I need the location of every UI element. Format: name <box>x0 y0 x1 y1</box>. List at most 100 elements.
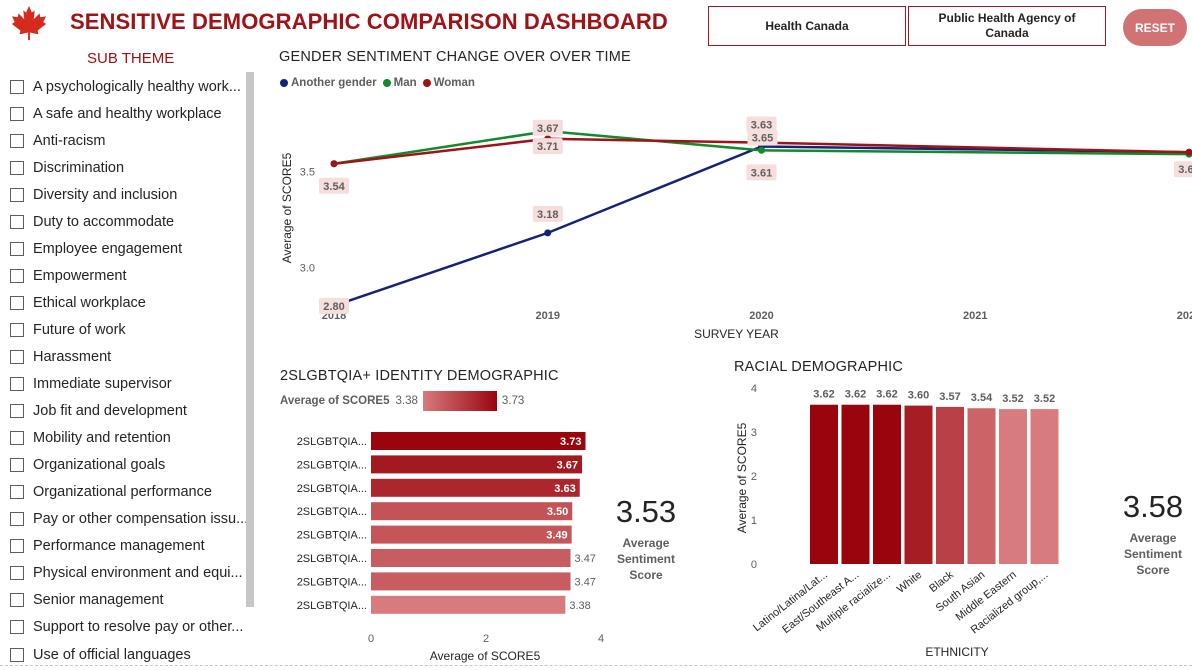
lgbt-gradient-legend: Average of SCORE5 3.38 3.73 <box>280 391 524 411</box>
data-label: 3.54 <box>323 181 345 193</box>
x-axis-title: SURVEY YEAR <box>694 327 779 341</box>
bar-value-label: 3.62 <box>876 389 897 401</box>
health-canada-button[interactable]: Health Canada <box>708 6 906 46</box>
checkbox-icon[interactable] <box>10 539 24 554</box>
lgbt-bar-chart[interactable]: 2SLGBTQIA... 3.73 2SLGBTQIA... 3.67 2SLGBTQI… <box>275 420 615 665</box>
checkbox-icon[interactable] <box>10 295 24 310</box>
checkbox-icon[interactable] <box>10 79 24 94</box>
sub-theme-item[interactable]: Anti-racism <box>10 127 250 154</box>
checkbox-icon[interactable] <box>10 268 24 283</box>
legend-dot-icon <box>280 79 288 87</box>
sub-theme-item[interactable]: Duty to accommodate <box>10 208 250 235</box>
data-label-bg <box>532 205 563 222</box>
y-tick-label: 3 <box>751 427 757 439</box>
checkbox-icon[interactable] <box>10 566 24 581</box>
sub-theme-label: Organizational goals <box>33 457 166 474</box>
legend-label: Man <box>393 77 417 89</box>
checkbox-icon[interactable] <box>10 458 24 473</box>
data-label-bg <box>532 138 563 155</box>
bar-value-label: 3.62 <box>845 389 866 401</box>
sub-theme-item[interactable]: Physical environment and equi... <box>10 560 250 587</box>
sub-theme-item[interactable]: Job fit and development <box>10 398 250 425</box>
data-label-bg <box>319 177 349 194</box>
sub-theme-item[interactable]: A safe and healthy workplace <box>10 100 250 127</box>
sub-theme-item[interactable]: Employee engagement <box>10 235 250 262</box>
gradient-legend-label: Average of SCORE5 <box>280 395 390 407</box>
sub-theme-item[interactable]: Future of work <box>10 316 250 343</box>
checkbox-icon[interactable] <box>10 214 24 229</box>
gender-chart-title: GENDER SENTIMENT CHANGE OVER OVER TIME <box>279 49 631 65</box>
sub-theme-label: A safe and healthy workplace <box>33 105 222 122</box>
bar-value-label: 3.47 <box>575 553 596 565</box>
checkbox-icon[interactable] <box>10 187 24 202</box>
checkbox-icon[interactable] <box>10 349 24 364</box>
y-tick-label: 0 <box>751 559 757 571</box>
bar <box>371 455 583 474</box>
legend-dot-icon <box>422 79 431 87</box>
x-tick-label: 4 <box>598 633 604 645</box>
gradient-legend-min: 3.38 <box>395 395 418 407</box>
sub-theme-item[interactable]: Diversity and inclusion <box>10 181 250 208</box>
lgbt-chart-title: 2SLGBTQIA+ IDENTITY DEMOGRAPHIC <box>280 368 559 384</box>
series-line <box>333 145 1190 308</box>
phac-button[interactable]: Public Health Agency of Canada <box>908 6 1106 46</box>
sub-theme-item[interactable]: Organizational performance <box>10 479 250 506</box>
checkbox-icon[interactable] <box>10 431 24 446</box>
checkbox-icon[interactable] <box>10 647 24 662</box>
reset-button[interactable]: RESET <box>1123 9 1187 46</box>
checkbox-icon[interactable] <box>10 593 24 608</box>
sub-theme-item[interactable]: Harassment <box>10 343 250 370</box>
bar-value-label: 3.52 <box>1002 393 1023 405</box>
bar <box>1030 409 1059 564</box>
bar <box>999 409 1027 564</box>
sub-theme-label: Organizational performance <box>33 484 212 501</box>
data-label: 3.71 <box>537 141 558 153</box>
sub-theme-item[interactable]: Pay or other compensation issu... <box>10 506 250 533</box>
racial-kpi-label: Average Sentiment Score <box>1123 531 1182 577</box>
checkbox-icon[interactable] <box>10 404 24 419</box>
checkbox-icon[interactable] <box>10 377 24 392</box>
sub-theme-item[interactable]: Ethical workplace <box>10 289 250 316</box>
sidebar-scrollbar[interactable] <box>246 72 254 607</box>
checkbox-icon[interactable] <box>10 133 24 148</box>
bar <box>841 404 870 564</box>
checkbox-icon[interactable] <box>10 322 24 337</box>
gradient-legend-bar <box>422 391 497 411</box>
bar-value-label: 3.60 <box>908 390 929 402</box>
bar <box>371 595 566 614</box>
checkbox-icon[interactable] <box>10 512 24 527</box>
data-point <box>330 160 338 168</box>
data-point <box>1185 148 1192 156</box>
data-label-bg <box>1174 161 1192 178</box>
bar-value-label: 3.38 <box>569 600 590 612</box>
x-tick-label: 2022 <box>1177 310 1192 322</box>
checkbox-icon[interactable] <box>10 241 24 256</box>
bar-value-label: 3.57 <box>939 391 960 403</box>
sub-theme-item[interactable]: Empowerment <box>10 262 250 289</box>
checkbox-icon[interactable] <box>10 620 24 635</box>
legend-another-gender[interactable]: Another gender <box>280 77 377 89</box>
legend-woman[interactable]: Woman <box>422 77 475 89</box>
legend-dot-icon <box>382 79 391 87</box>
sub-theme-item[interactable]: Discrimination <box>10 154 250 181</box>
checkbox-icon[interactable] <box>10 485 24 500</box>
checkbox-icon[interactable] <box>10 160 24 175</box>
data-label-bg <box>319 297 349 314</box>
gender-line-chart[interactable]: 3.03.520182019202020212022SURVEY YEARAve… <box>275 92 1192 347</box>
sub-theme-item[interactable]: Support to resolve pay or other... <box>10 614 250 641</box>
sub-theme-item[interactable]: Mobility and retention <box>10 425 250 452</box>
sub-theme-label: Future of work <box>33 321 126 338</box>
checkbox-icon[interactable] <box>10 106 24 121</box>
sub-theme-item[interactable]: Performance management <box>10 533 250 560</box>
bar-category-label: 2SLGBTQIA... <box>297 576 367 588</box>
sub-theme-item[interactable]: Use of official languages <box>10 641 250 668</box>
sub-theme-item[interactable]: A psychologically healthy work... <box>10 73 250 100</box>
racial-chart-title: RACIAL DEMOGRAPHIC <box>734 359 904 375</box>
sub-theme-item[interactable]: Senior management <box>10 587 250 614</box>
sub-theme-item[interactable]: Immediate supervisor <box>10 371 250 398</box>
sub-theme-label: A psychologically healthy work... <box>33 78 241 95</box>
sub-theme-item[interactable]: Organizational goals <box>10 452 250 479</box>
legend-man[interactable]: Man <box>382 77 417 89</box>
sub-theme-label: Physical environment and equi... <box>33 565 243 582</box>
